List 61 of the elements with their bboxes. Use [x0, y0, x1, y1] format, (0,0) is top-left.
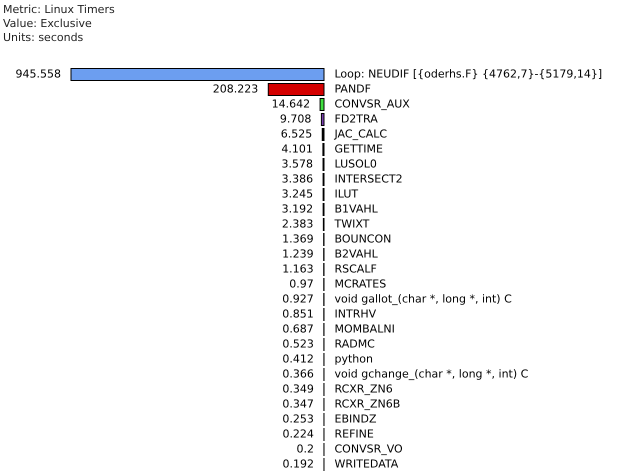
y-tick-label: BOUNCON	[334, 232, 392, 246]
y-tick-label: RADMC	[334, 338, 376, 350]
text: Metric: Linux Timers	[3, 3, 115, 16]
data-label: 14.642	[272, 98, 310, 110]
text: Value: Exclusive	[3, 17, 92, 30]
y-tick-label: ILUT	[334, 188, 358, 200]
data-label: 0.851	[282, 308, 314, 320]
data-label: 0.2	[296, 442, 314, 456]
data-label: 1.163	[282, 262, 314, 276]
bar	[70, 68, 324, 81]
data-label: 6.525	[280, 128, 312, 140]
y-tick-label: CONVSR_AUX	[334, 98, 410, 110]
data-label: 3.386	[282, 172, 314, 186]
data-label: 9.708	[280, 112, 312, 126]
y-tick-label: LUSOL0	[334, 158, 377, 170]
y-tick-label: RSCALF	[334, 262, 377, 276]
data-label: 0.97	[289, 278, 314, 290]
y-tick-label: JAC_CALC	[334, 128, 388, 140]
data-label: 0.687	[282, 322, 314, 336]
y-tick-label: B2VAHL	[334, 248, 379, 260]
y-tick-label: EBINDZ	[334, 412, 377, 426]
y-tick-label: Loop: NEUDIF [{oderhs.F} {4762,7}-{5179,14}]	[334, 68, 602, 80]
y-tick-label: RCXR_ZN6B	[334, 398, 400, 410]
data-label: 208.223	[212, 82, 258, 96]
data-label: 0.347	[282, 398, 314, 410]
data-label: 0.253	[282, 412, 314, 426]
data-label: 1.239	[282, 248, 314, 260]
y-tick-label: MOMBALNI	[334, 322, 395, 336]
data-label: 1.369	[282, 232, 314, 246]
data-label: 2.383	[282, 218, 314, 230]
data-label: 3.192	[282, 202, 314, 216]
y-tick-label: GETTIME	[334, 142, 383, 156]
bar	[268, 83, 324, 96]
data-label: 0.224	[282, 428, 314, 440]
y-tick-label: MCRATES	[334, 278, 386, 290]
data-label: 0.523	[282, 338, 314, 350]
y-tick-label: FD2TRA	[334, 112, 378, 126]
data-label: 4.101	[281, 142, 313, 156]
y-tick-label: WRITEDATA	[334, 458, 399, 470]
data-label: 0.412	[282, 352, 314, 366]
y-tick-label: B1VAHL	[334, 202, 379, 216]
y-tick-label: void gallot_(char *, long *, int) C	[334, 292, 512, 306]
bar	[320, 98, 324, 111]
y-tick-label: RCXR_ZN6	[334, 382, 393, 396]
text: Units: seconds	[3, 31, 84, 44]
data-label: 0.349	[282, 382, 314, 396]
data-label: 0.927	[282, 292, 314, 306]
y-tick-label: INTERSECT2	[334, 172, 403, 186]
y-tick-label: INTRHV	[334, 308, 377, 320]
data-label: 945.558	[16, 68, 61, 80]
data-label: 3.578	[282, 158, 314, 170]
y-tick-label: PANDF	[334, 82, 371, 96]
y-tick-label: CONVSR_VO	[334, 442, 404, 456]
y-tick-label: REFINE	[334, 428, 374, 440]
y-tick-label: void gchange_(char *, long *, int) C	[334, 368, 529, 380]
y-tick-label: python	[334, 352, 374, 366]
data-label: 0.366	[282, 368, 314, 380]
data-label: 3.245	[282, 188, 314, 200]
data-label: 0.192	[282, 458, 314, 470]
y-tick-label: TWIXT	[334, 218, 370, 230]
bar	[320, 113, 324, 126]
